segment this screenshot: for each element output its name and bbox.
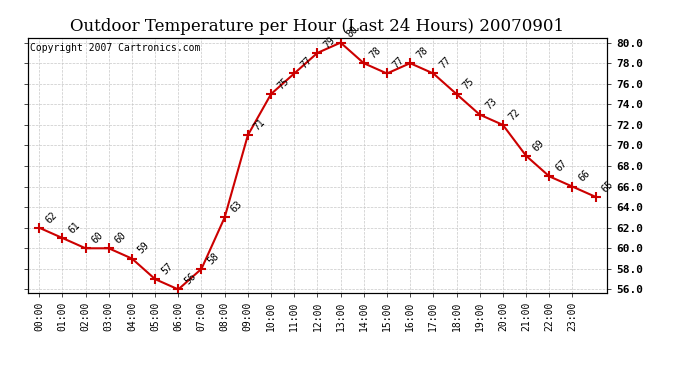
Text: 57: 57 xyxy=(159,261,175,276)
Text: 65: 65 xyxy=(600,179,615,194)
Text: 67: 67 xyxy=(553,158,569,174)
Text: 77: 77 xyxy=(298,56,314,71)
Title: Outdoor Temperature per Hour (Last 24 Hours) 20070901: Outdoor Temperature per Hour (Last 24 Ho… xyxy=(70,18,564,34)
Text: 56: 56 xyxy=(182,271,198,286)
Text: 78: 78 xyxy=(368,45,384,60)
Text: 58: 58 xyxy=(206,251,221,266)
Text: 61: 61 xyxy=(66,220,82,235)
Text: 78: 78 xyxy=(414,45,430,60)
Text: 63: 63 xyxy=(229,199,244,214)
Text: 73: 73 xyxy=(484,96,500,112)
Text: 62: 62 xyxy=(43,210,59,225)
Text: 80: 80 xyxy=(345,24,360,40)
Text: 75: 75 xyxy=(461,76,476,91)
Text: 77: 77 xyxy=(437,56,453,71)
Text: 75: 75 xyxy=(275,76,290,91)
Text: 69: 69 xyxy=(530,138,546,153)
Text: 59: 59 xyxy=(136,240,152,256)
Text: 60: 60 xyxy=(90,230,105,246)
Text: Copyright 2007 Cartronics.com: Copyright 2007 Cartronics.com xyxy=(30,43,201,52)
Text: 60: 60 xyxy=(113,230,128,246)
Text: 71: 71 xyxy=(252,117,268,132)
Text: 72: 72 xyxy=(507,107,522,122)
Text: 79: 79 xyxy=(322,35,337,50)
Text: 77: 77 xyxy=(391,56,406,71)
Text: 66: 66 xyxy=(577,168,592,184)
